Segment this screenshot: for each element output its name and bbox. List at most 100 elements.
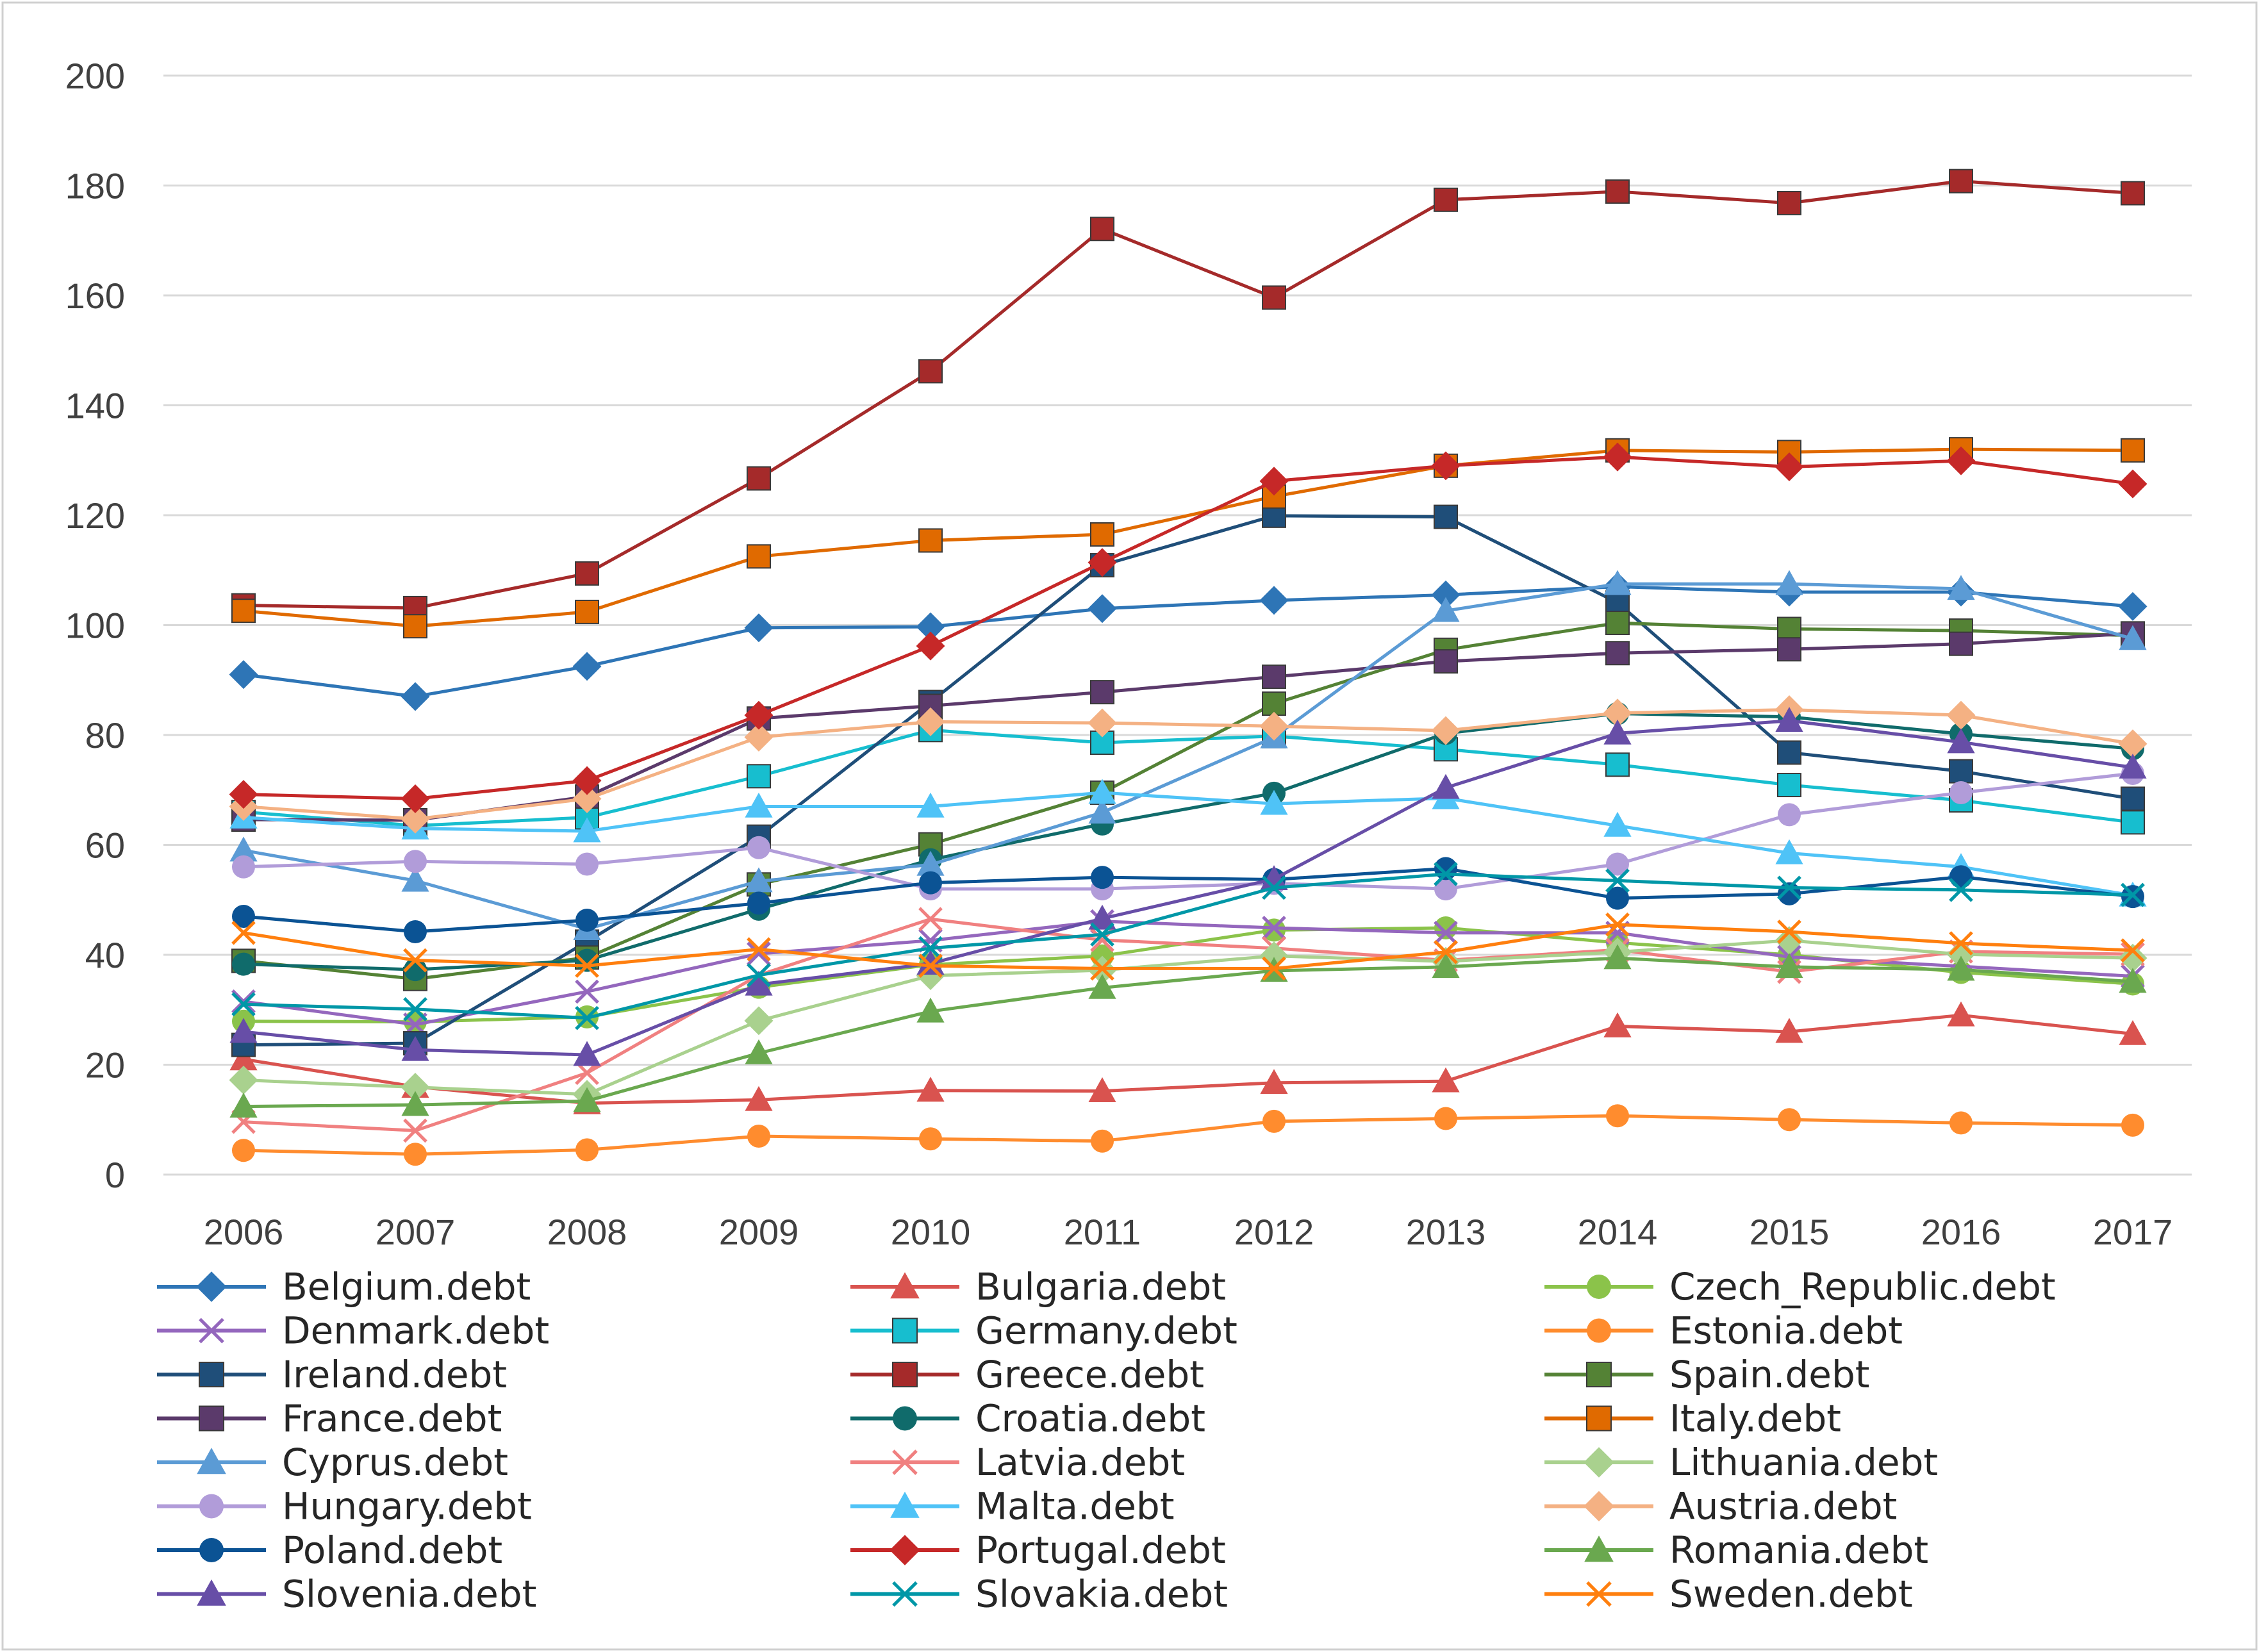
data-point — [1090, 217, 1114, 242]
data-point — [1777, 740, 1801, 765]
legend-marker — [1584, 1491, 1614, 1522]
series-line — [243, 584, 2133, 698]
data-point — [403, 1118, 427, 1143]
y-tick-label: 60 — [85, 825, 125, 866]
data-point — [2118, 591, 2147, 621]
legend-label: Belgium.debt — [282, 1265, 531, 1309]
data-point — [1259, 467, 1289, 496]
legend-label: Czech_Republic.debt — [1669, 1265, 2056, 1309]
legend-label: Romania.debt — [1669, 1528, 1928, 1572]
legend-marker — [892, 1317, 918, 1344]
data-point — [1432, 1067, 1460, 1093]
data-point — [1605, 752, 1630, 777]
data-point — [1947, 728, 1975, 754]
data-point — [747, 937, 771, 962]
y-tick-label: 100 — [65, 606, 125, 646]
data-point — [229, 660, 258, 690]
legend-item: Latvia.debt — [850, 1441, 1185, 1484]
data-point — [1603, 570, 1632, 595]
legend-label: Portugal.debt — [975, 1528, 1226, 1572]
data-point — [403, 997, 427, 1021]
x-tick-label: 2015 — [1750, 1212, 1830, 1252]
series-line — [243, 514, 2133, 1047]
data-point — [918, 359, 943, 384]
data-point — [2121, 1113, 2144, 1137]
data-point — [1090, 522, 1114, 547]
legend-label: France.debt — [282, 1397, 502, 1441]
data-point — [1432, 773, 1460, 799]
legend-item: Lithuania.debt — [1544, 1441, 1938, 1484]
legend-label: Bulgaria.debt — [975, 1265, 1226, 1309]
x-tick-label: 2017 — [2093, 1212, 2173, 1252]
x-tick-label: 2006 — [204, 1212, 284, 1252]
data-point — [1946, 939, 1976, 969]
data-point — [1605, 641, 1630, 666]
legend-item: Cyprus.debt — [157, 1441, 508, 1484]
data-point — [916, 631, 945, 661]
legend-marker — [1586, 1581, 1612, 1607]
data-point — [2121, 882, 2145, 907]
legend-marker — [893, 1406, 917, 1431]
series-line — [243, 728, 2133, 827]
data-point — [1260, 865, 1288, 890]
legend-label: Lithuania.debt — [1669, 1441, 1938, 1484]
series-line — [243, 866, 2133, 934]
x-tick-label: 2011 — [1064, 1212, 1141, 1252]
y-tick-label: 20 — [85, 1045, 125, 1086]
series-slovakiadebt — [231, 862, 2145, 1030]
data-point — [1775, 452, 1804, 482]
data-point — [1777, 773, 1801, 798]
x-tick-label: 2010 — [891, 1212, 971, 1252]
series-area — [229, 169, 2147, 1166]
data-point — [1088, 973, 1116, 999]
data-point — [2121, 438, 2145, 463]
data-point — [575, 561, 599, 586]
data-point — [229, 1018, 258, 1043]
data-point — [1434, 649, 1458, 674]
legend-item: France.debt — [157, 1397, 502, 1441]
series-line — [243, 179, 2133, 610]
data-point — [1259, 586, 1289, 615]
data-point — [403, 948, 427, 973]
data-point — [1434, 504, 1458, 529]
legend-item: Malta.debt — [850, 1485, 1174, 1528]
data-point — [573, 1041, 601, 1066]
legend-marker — [199, 1317, 224, 1344]
legend-item: Spain.debt — [1544, 1353, 1870, 1396]
legend-item: Slovenia.debt — [157, 1573, 536, 1616]
data-point — [1434, 857, 1457, 880]
data-point — [1091, 1129, 1114, 1153]
data-point — [918, 907, 943, 932]
y-axis: 0 20 40 60 80 100 120 140 160 180 200 — [65, 56, 125, 1195]
data-point — [747, 466, 771, 491]
legend-label: Denmark.debt — [282, 1309, 549, 1353]
data-point — [401, 1073, 430, 1102]
data-point — [1605, 179, 1630, 204]
legend-label: Greece.debt — [975, 1353, 1204, 1396]
data-point — [575, 948, 599, 972]
series-swedendebt — [231, 912, 2145, 981]
data-point — [575, 908, 599, 932]
data-point — [747, 544, 771, 569]
data-point — [1262, 691, 1286, 716]
data-point — [1605, 912, 1630, 937]
legend-marker — [890, 1535, 920, 1565]
data-point — [1431, 580, 1460, 609]
data-point — [1434, 187, 1458, 212]
data-point — [2119, 968, 2147, 993]
data-point — [916, 850, 945, 876]
data-point — [1259, 711, 1289, 741]
data-point — [1088, 779, 1116, 804]
legend-item: Slovakia.debt — [850, 1573, 1228, 1616]
data-point — [1606, 886, 1629, 910]
data-point — [1088, 548, 1117, 577]
x-tick-label: 2012 — [1234, 1212, 1314, 1252]
series-line — [243, 923, 2133, 970]
data-point — [575, 1138, 599, 1162]
data-point — [2119, 1020, 2147, 1045]
series-line — [243, 719, 2133, 1057]
data-point — [1775, 1018, 1803, 1043]
data-point — [1947, 575, 1975, 600]
data-point — [573, 1087, 601, 1112]
series-line — [243, 631, 2133, 822]
